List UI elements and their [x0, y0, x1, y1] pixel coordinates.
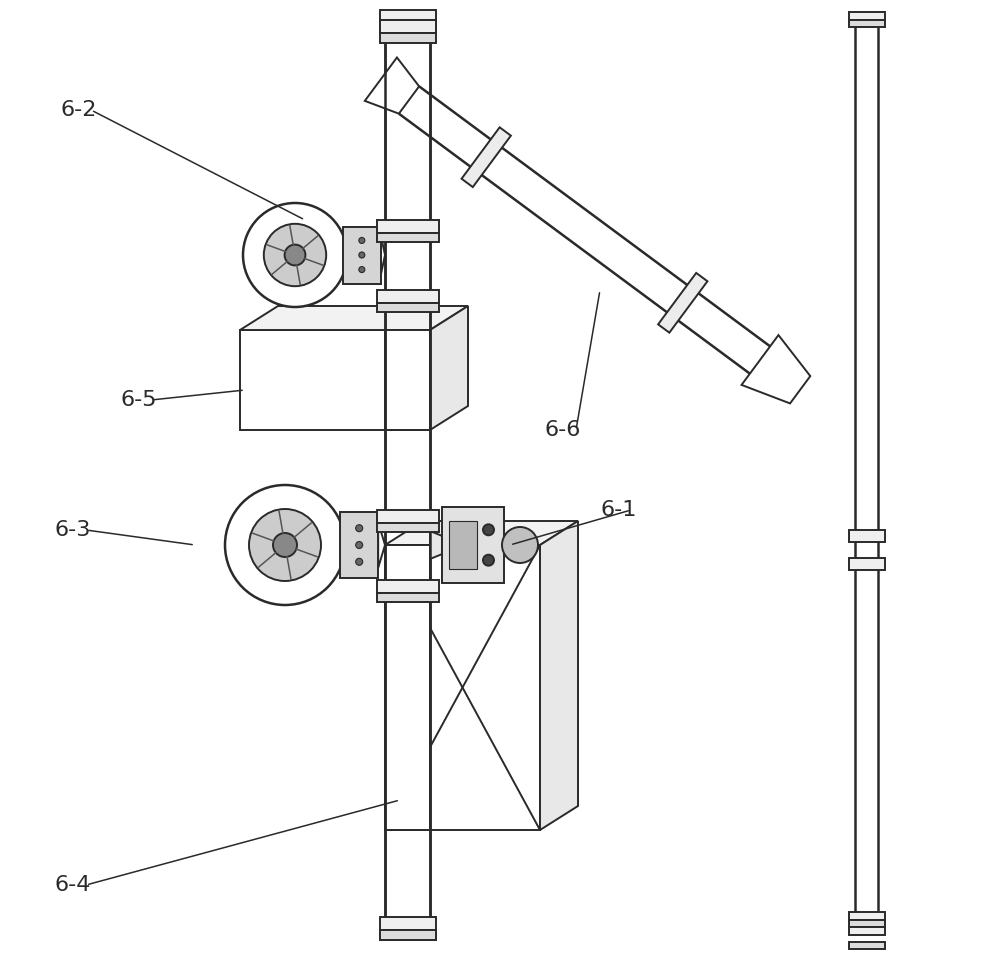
- Polygon shape: [742, 335, 810, 404]
- Circle shape: [356, 542, 363, 548]
- Bar: [376, 233, 438, 242]
- Text: 6-3: 6-3: [55, 520, 91, 540]
- Bar: [442, 507, 504, 583]
- Circle shape: [359, 237, 365, 243]
- Bar: [380, 33, 436, 43]
- Text: 6-5: 6-5: [120, 390, 156, 410]
- Polygon shape: [240, 306, 468, 330]
- Polygon shape: [462, 127, 511, 187]
- Bar: [848, 912, 885, 920]
- Bar: [376, 593, 438, 602]
- Circle shape: [243, 203, 347, 307]
- Polygon shape: [378, 523, 385, 568]
- Circle shape: [249, 509, 321, 581]
- Bar: [376, 523, 438, 532]
- Polygon shape: [240, 330, 430, 430]
- Bar: [380, 10, 436, 20]
- Bar: [376, 580, 438, 593]
- Circle shape: [225, 485, 345, 605]
- Bar: [848, 20, 885, 27]
- Text: 6-6: 6-6: [545, 420, 581, 440]
- Bar: [380, 20, 436, 33]
- Bar: [385, 545, 430, 830]
- Bar: [340, 512, 378, 578]
- Polygon shape: [540, 521, 578, 830]
- Polygon shape: [658, 273, 707, 333]
- Text: 6-2: 6-2: [60, 100, 96, 120]
- Polygon shape: [430, 306, 468, 430]
- Circle shape: [356, 524, 363, 532]
- Circle shape: [356, 558, 363, 566]
- Polygon shape: [430, 531, 442, 559]
- Bar: [376, 510, 438, 523]
- Bar: [848, 530, 885, 542]
- Circle shape: [502, 527, 538, 563]
- Bar: [380, 930, 436, 938]
- Bar: [376, 290, 438, 303]
- Bar: [380, 20, 436, 28]
- Bar: [343, 227, 381, 284]
- Circle shape: [483, 555, 494, 566]
- Bar: [380, 930, 436, 940]
- Circle shape: [273, 533, 297, 557]
- Circle shape: [264, 224, 326, 286]
- Bar: [380, 930, 436, 940]
- Polygon shape: [381, 235, 385, 275]
- Circle shape: [359, 267, 365, 273]
- Text: 6-4: 6-4: [55, 875, 91, 895]
- Bar: [385, 330, 430, 430]
- Bar: [376, 220, 438, 233]
- Circle shape: [483, 524, 494, 535]
- Bar: [848, 12, 885, 20]
- Bar: [848, 558, 885, 570]
- Bar: [376, 303, 438, 312]
- Circle shape: [359, 252, 365, 258]
- Polygon shape: [385, 521, 578, 545]
- Bar: [848, 927, 885, 935]
- Polygon shape: [385, 545, 540, 830]
- Bar: [848, 920, 885, 927]
- Bar: [380, 917, 436, 930]
- Bar: [449, 521, 477, 569]
- Text: 6-1: 6-1: [600, 500, 636, 520]
- Circle shape: [285, 245, 305, 265]
- Bar: [848, 942, 885, 949]
- Polygon shape: [365, 57, 419, 114]
